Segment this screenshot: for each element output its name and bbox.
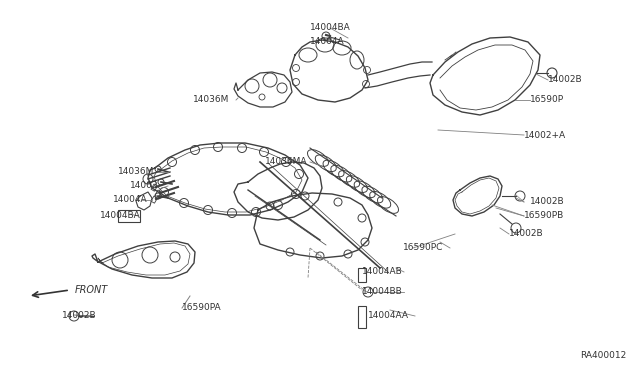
Text: 16590P: 16590P [530,96,564,105]
Bar [358,306,366,328]
Bar [151,196,157,203]
Bar [151,184,157,191]
Text: 14036MA: 14036MA [265,157,307,167]
Text: 16590PA: 16590PA [182,304,221,312]
Text: RA400012: RA400012 [580,351,626,360]
Bar [155,190,161,197]
Text: 14004BA: 14004BA [100,212,141,221]
Text: 14002B: 14002B [62,311,97,321]
Text: 14036M: 14036M [118,167,154,176]
Text: 16590PC: 16590PC [403,244,444,253]
Text: 14004AB: 14004AB [362,267,403,276]
Text: 14002+A: 14002+A [524,131,566,140]
Text: 14004BA: 14004BA [310,23,351,32]
Text: 14036M: 14036M [193,96,229,105]
Text: 14002: 14002 [130,182,159,190]
Text: 14004BB: 14004BB [362,288,403,296]
Text: 14002B: 14002B [530,198,564,206]
Text: 14004A: 14004A [113,196,148,205]
Text: 16590PB: 16590PB [524,212,564,221]
Text: 14004AA: 14004AA [368,311,409,321]
Bar [118,210,140,222]
Bar [358,268,366,282]
Text: 14002B: 14002B [509,230,543,238]
Text: FRONT: FRONT [75,285,108,295]
Text: 14004A: 14004A [310,38,344,46]
Text: 14002B: 14002B [548,76,582,84]
